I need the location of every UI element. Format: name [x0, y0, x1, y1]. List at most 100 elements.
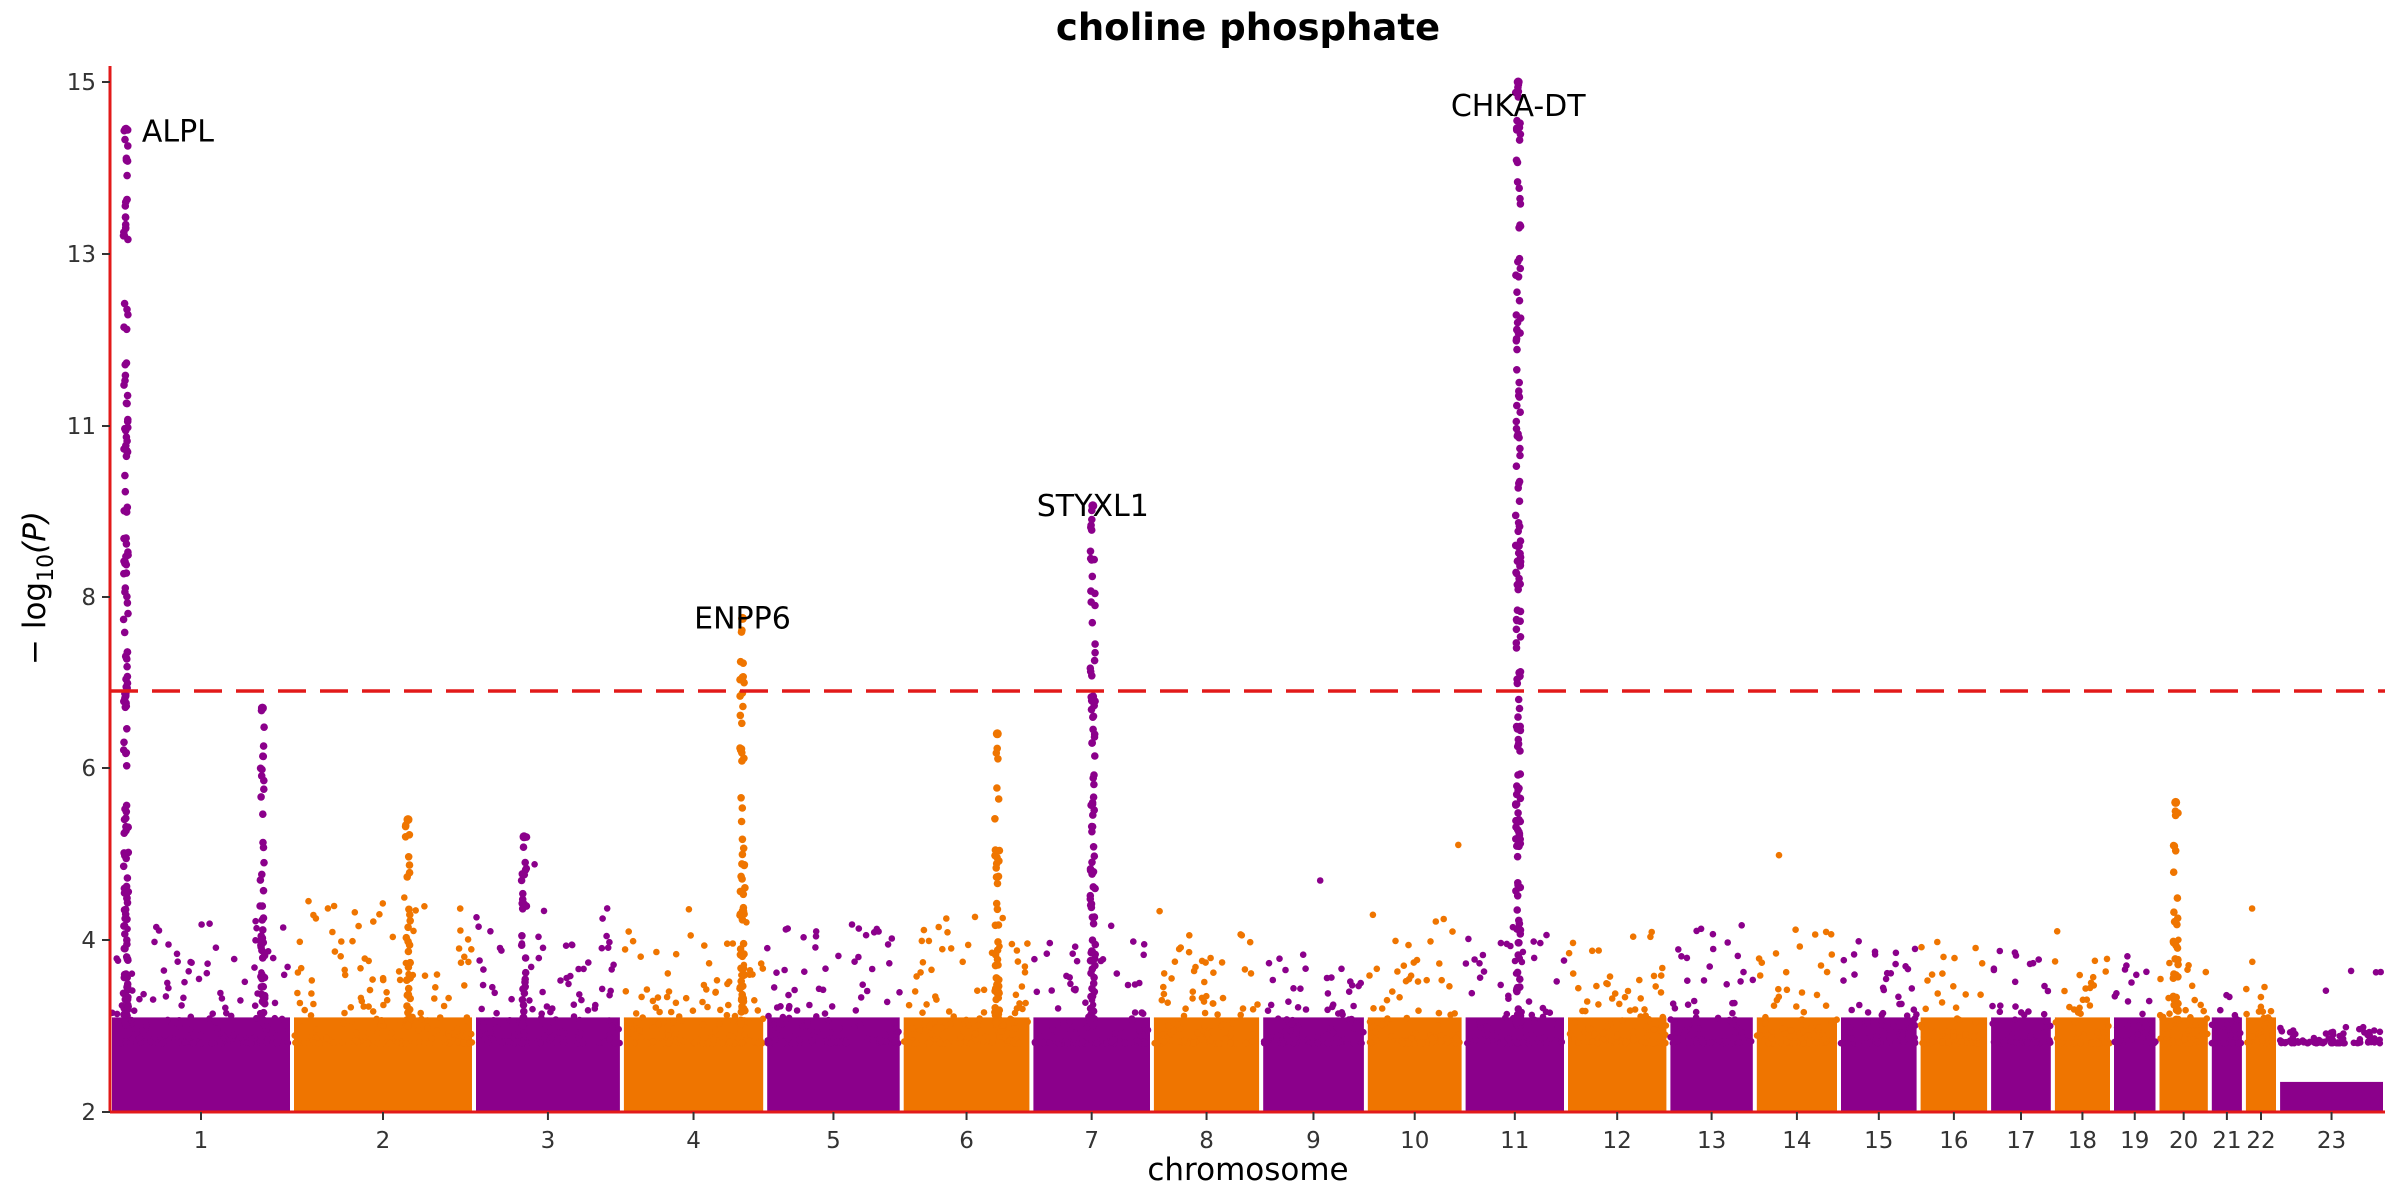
snp-point [759, 1015, 767, 1023]
snp-point [123, 171, 131, 180]
snp-point [1357, 979, 1364, 987]
snp-point [208, 1039, 216, 1047]
snp-point [528, 1039, 536, 1047]
snp-point [122, 699, 130, 707]
snp-point [1707, 1039, 1715, 1046]
snp-point [355, 922, 362, 930]
snp-point [1846, 1024, 1854, 1031]
snp-point [1451, 1010, 1458, 1017]
snp-point [123, 662, 131, 671]
snp-point [1015, 1039, 1023, 1047]
x-tick-label: 9 [1306, 1128, 1321, 1154]
snp-point [1530, 1019, 1538, 1027]
snp-point [962, 1016, 970, 1024]
snp-point [991, 815, 999, 823]
snp-point [140, 990, 147, 998]
y-tick-label: 4 [81, 928, 96, 954]
snp-point [980, 986, 988, 994]
snp-point [632, 1010, 640, 1017]
snp-point [1513, 345, 1521, 354]
snp-point [1323, 1031, 1331, 1038]
snp-point [655, 1020, 662, 1028]
snp-point [1630, 1028, 1637, 1036]
snp-point [2047, 1039, 2054, 1046]
snp-point [1631, 1006, 1639, 1013]
snp-point [1232, 1039, 1239, 1047]
snp-point [519, 843, 528, 851]
snp-point [436, 1014, 444, 1021]
snp-point [1201, 1022, 1208, 1030]
snp-point [649, 997, 657, 1005]
snp-point [1575, 984, 1582, 992]
snp-point [2086, 1002, 2094, 1009]
snp-point [994, 938, 1002, 946]
snp-point [1514, 771, 1522, 779]
snp-point [1087, 948, 1095, 957]
snp-point [1977, 991, 1984, 998]
snp-point [891, 1038, 898, 1046]
snp-point [737, 994, 746, 1003]
snp-point [476, 957, 483, 964]
snp-point [1329, 1029, 1337, 1036]
snp-point [1514, 713, 1522, 721]
snp-point [603, 905, 611, 912]
snp-point [1070, 986, 1078, 993]
snp-point [552, 1039, 560, 1046]
snp-point [1513, 288, 1521, 297]
snp-point [715, 1039, 722, 1047]
snp-point [1513, 968, 1522, 977]
snp-point [389, 933, 397, 941]
snp-point [1630, 1036, 1637, 1044]
snp-point [1514, 1039, 1521, 1047]
snp-point [2011, 1016, 2019, 1023]
snp-point [1088, 870, 1096, 878]
snp-point [1659, 1013, 1667, 1021]
snp-point [903, 1030, 911, 1037]
snp-point [2134, 1031, 2141, 1038]
snp-point [2041, 982, 2048, 990]
snp-point [1608, 995, 1616, 1002]
snp-point [738, 673, 747, 682]
snp-point [463, 1014, 471, 1021]
snp-point [1316, 877, 1324, 884]
snp-point [330, 902, 338, 910]
snp-point [1131, 1009, 1139, 1016]
snp-point [1353, 1020, 1360, 1027]
snp-point [725, 1001, 732, 1009]
y-axis-label-tail: (P) [17, 511, 53, 554]
snp-point [716, 1020, 723, 1027]
snp-point [331, 948, 339, 955]
snp-point [1614, 1031, 1622, 1038]
snp-point [2166, 959, 2173, 967]
snp-point [396, 976, 404, 984]
snp-point [113, 955, 120, 962]
snp-point [365, 1003, 372, 1010]
snp-point [1369, 911, 1377, 919]
snp-point [308, 990, 315, 997]
snp-point [521, 954, 530, 962]
snp-point [971, 1030, 979, 1037]
snp-point [1671, 1025, 1679, 1032]
snp-point [1972, 1018, 1979, 1026]
snp-point [403, 815, 413, 825]
snp-point [1993, 1031, 2000, 1039]
snp-point [2202, 968, 2210, 976]
snp-point [980, 1009, 988, 1016]
snp-point [1827, 931, 1835, 938]
snp-point [974, 1022, 982, 1029]
snp-point [519, 832, 529, 842]
snp-point [739, 702, 747, 711]
snp-point [1350, 1002, 1357, 1010]
snp-point [1530, 938, 1537, 945]
snp-point [1684, 1001, 1692, 1008]
snp-point [2182, 1006, 2189, 1014]
snp-density-band [1465, 1017, 1564, 1112]
snp-point [1515, 136, 1524, 144]
snp-point [2139, 1010, 2146, 1018]
snp-point [198, 921, 205, 928]
snp-point [404, 1022, 412, 1030]
snp-point [491, 989, 499, 997]
snp-point [737, 977, 745, 986]
snp-point [1529, 1039, 1536, 1047]
snp-point [938, 1024, 946, 1032]
